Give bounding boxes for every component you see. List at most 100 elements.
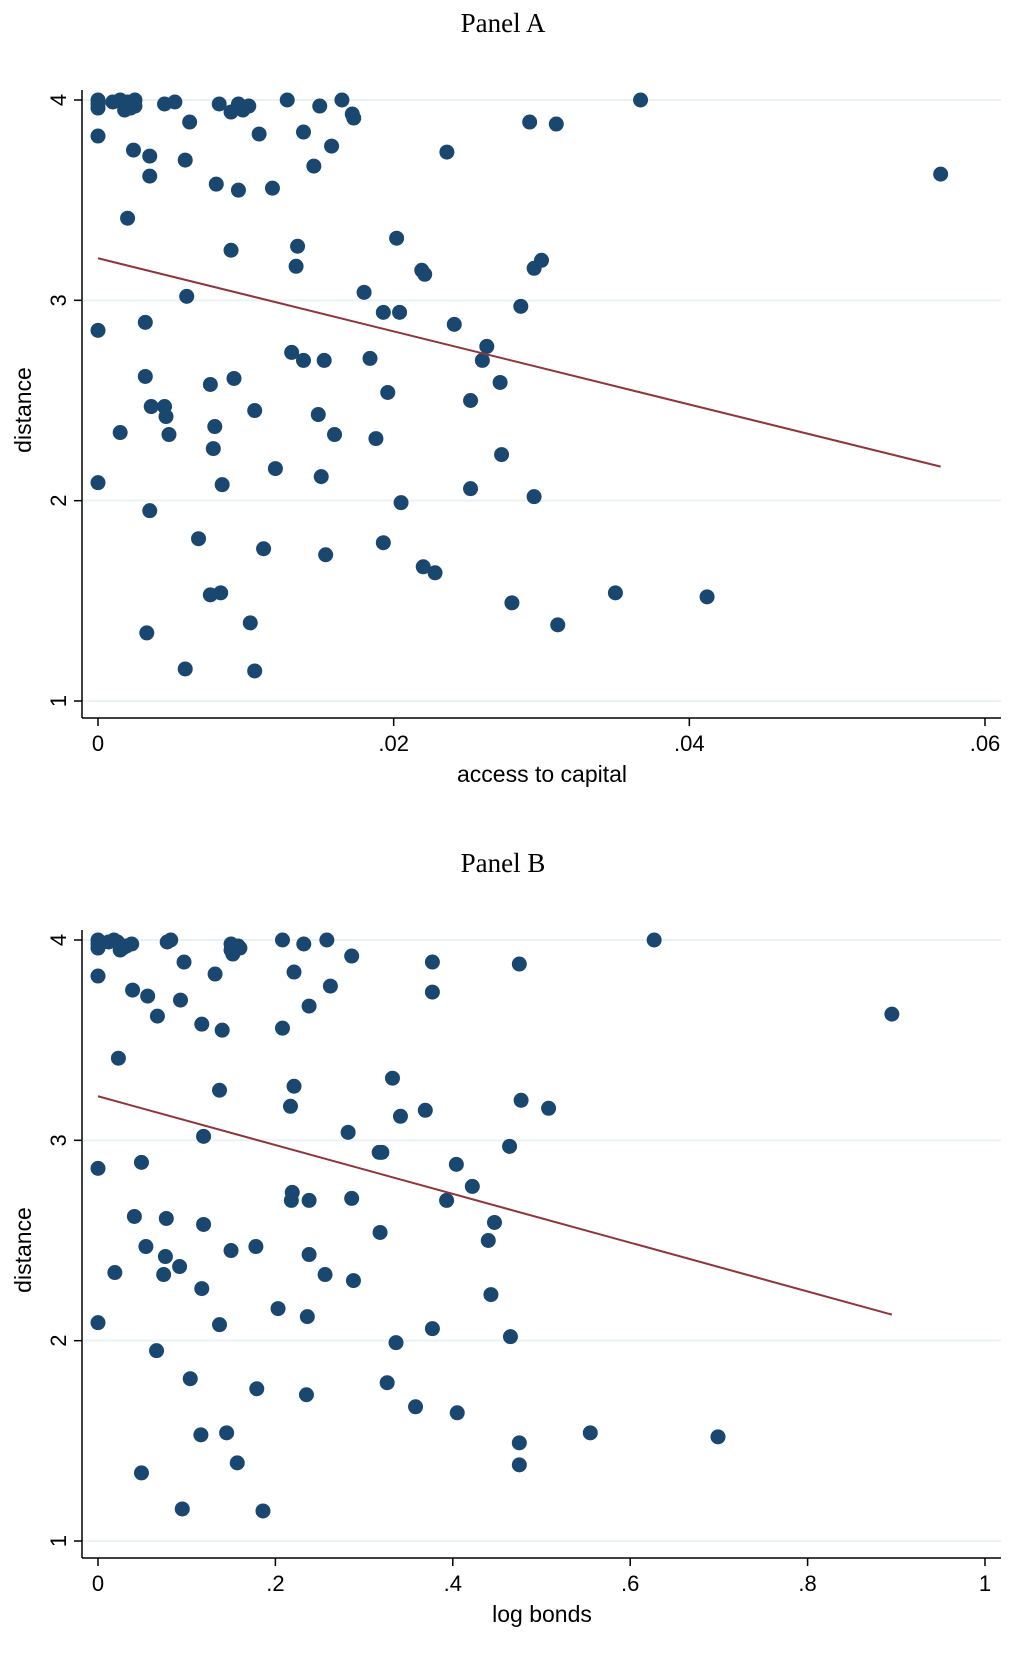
panel-a-data-point [182, 114, 198, 130]
panel-b-data-point [138, 1239, 154, 1255]
panel-b-data-point [301, 1192, 317, 1208]
panel-a-y-tick-label: 3 [46, 294, 71, 306]
panel-b-data-point [107, 1265, 123, 1281]
panel-b-data-point [502, 1138, 518, 1154]
panel-b-data-point [379, 1375, 395, 1391]
panel-b-data-point [232, 940, 248, 956]
panel-a-data-point [346, 110, 362, 126]
panel-b-data-point [317, 1267, 333, 1283]
panel-a-data-point [389, 230, 405, 246]
panel-a-data-point [463, 481, 479, 497]
panel-a-data-point [125, 142, 141, 158]
panel-a-title: Panel A [461, 8, 546, 38]
panel-b-data-point [298, 1387, 314, 1403]
panel-b-data-point [90, 1315, 106, 1331]
panel-a-data-point [177, 152, 193, 168]
panel-b-data-point [214, 1022, 230, 1038]
panel-b-data-point [296, 936, 312, 952]
panel-a-data-point [312, 98, 328, 114]
panel-a-data-point [463, 393, 479, 408]
panel-b-title: Panel B [461, 848, 546, 878]
panel-b-data-point [229, 1455, 245, 1471]
panel-a-data-point [513, 298, 529, 314]
panel-a-data-point [446, 316, 462, 332]
panel-a-y-tick-label: 1 [46, 695, 71, 707]
panel-b-data-point [408, 1399, 424, 1415]
panel-b-data-point [483, 1287, 499, 1303]
panel-b-data-point [156, 1267, 172, 1283]
panel-b-data-point [172, 1259, 188, 1275]
panel-b-data-point [417, 1102, 433, 1118]
panel-b-data-point [340, 1124, 356, 1140]
panel-b-data-point [194, 1281, 210, 1297]
panel-a-data-point [380, 384, 396, 400]
panel-b-x-tick-label: 0 [92, 1571, 104, 1596]
panel-a-data-point [142, 168, 158, 184]
panel-b-data-point [133, 1465, 149, 1481]
panel-b-y-tick-label: 3 [46, 1134, 71, 1146]
panel-a-data-point [214, 477, 230, 493]
panel-a-data-point [316, 352, 332, 368]
panel-a-x-tick-label: 0 [92, 731, 104, 756]
panel-a-data-point [417, 266, 433, 282]
panel-a-data-point [356, 284, 372, 300]
panel-b-data-point [124, 936, 140, 952]
panel-a-data-point [368, 431, 384, 447]
panel-a-data-point [230, 182, 246, 198]
panel-a-data-point [205, 441, 221, 457]
panel-a-data-point [112, 425, 128, 441]
panel-b-y-tick-label: 1 [46, 1535, 71, 1547]
panel-b-data-point [286, 1078, 302, 1094]
panel-b-data-point [163, 932, 179, 948]
panel-b-data-point [344, 1190, 360, 1206]
panel-b-data-point [319, 932, 335, 948]
panel-b-data-point [301, 1247, 317, 1263]
panel-a-fit-line [97, 257, 941, 468]
panel-a-data-point [392, 304, 408, 320]
panel-b-data-point [710, 1429, 726, 1445]
panel-a-data-point [137, 314, 153, 330]
panel-b-data-point [133, 1154, 149, 1170]
panel-b-data-point [513, 1092, 529, 1108]
panel-a-data-point [474, 352, 490, 368]
panel-b-data-point [511, 1435, 527, 1451]
panel-a-data-point [242, 615, 258, 631]
panel-b-data-point [424, 1321, 440, 1337]
panel-a-data-point [158, 409, 174, 425]
panel-a-data-point [161, 427, 177, 443]
panel-a-data-point [142, 503, 158, 519]
panel-b-data-point [322, 978, 338, 994]
panel-a-x-tick-label: .04 [674, 731, 705, 756]
panel-b-data-point [140, 988, 156, 1004]
panel-b-data-point [207, 966, 223, 982]
panel-a-data-point [208, 176, 224, 192]
panel-a-y-tick-label: 2 [46, 495, 71, 507]
panel-b-data-point [274, 1020, 290, 1036]
panel-b-data-point [372, 1224, 388, 1240]
panel-a-data-point [362, 350, 378, 366]
panel-b-data-point [176, 954, 192, 970]
panel-a-data-point [247, 663, 263, 679]
panel-b-data-point [219, 1425, 235, 1441]
panel-b-data-point [388, 1335, 404, 1351]
panel-b-data-point [212, 1082, 228, 1098]
panel-a-data-point [375, 535, 391, 551]
panel-b-data-point [149, 1008, 165, 1024]
panel-b-data-point [274, 932, 290, 948]
panel-b-data-point [344, 948, 360, 964]
panel-b-data-point [345, 1273, 361, 1289]
panel-a-data-point [226, 370, 242, 386]
panel-a-data-point [313, 469, 329, 485]
panel-a-data-point [310, 407, 326, 423]
panel-a-data-point [393, 495, 409, 511]
panel-a-data-point [90, 322, 106, 338]
panel-a-data-point [633, 92, 649, 108]
panel-a-data-point [202, 376, 218, 392]
panel-a-data-point [526, 489, 542, 505]
panel-a-data-point [177, 661, 193, 677]
panel-b-data-point [249, 1381, 265, 1397]
panel-a-data-point [90, 475, 106, 491]
panel-b-data-point [283, 1192, 299, 1208]
